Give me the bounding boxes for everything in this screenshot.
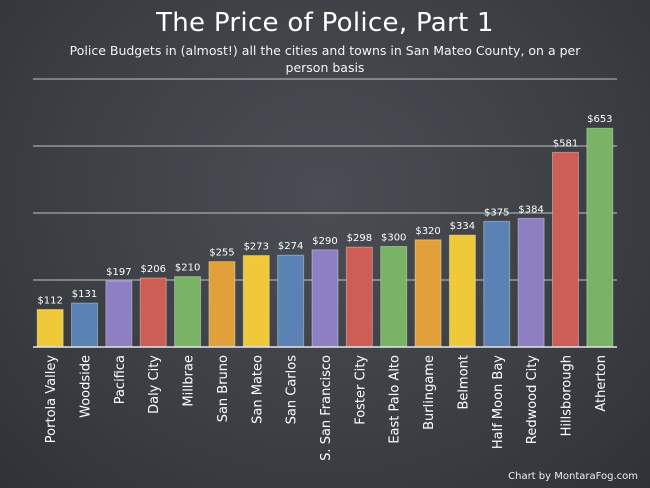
category-label: San Carlos — [285, 355, 300, 425]
bar — [71, 302, 99, 348]
chart-subtitle: Police Budgets in (almost!) all the citi… — [69, 43, 581, 75]
category-label: Belmont — [456, 355, 471, 409]
data-label: $210 — [175, 263, 200, 274]
bar — [551, 151, 579, 348]
bar — [311, 249, 339, 348]
category-label: Atherton — [594, 355, 609, 412]
data-label: $273 — [244, 242, 269, 253]
bar — [277, 254, 305, 348]
category-label: Half Moon Bay — [491, 355, 506, 449]
category-label: Hillsborough — [559, 355, 574, 436]
category-label: Foster City — [353, 355, 368, 425]
category-label: Woodside — [79, 355, 94, 418]
data-label: $300 — [381, 233, 406, 244]
category-label: San Mateo — [250, 355, 265, 424]
data-label: $375 — [484, 207, 509, 218]
data-label: $206 — [141, 264, 166, 275]
data-label: $131 — [72, 289, 97, 300]
category-label: Pacifica — [113, 355, 128, 404]
bar — [105, 280, 133, 348]
category-label: East Palo Alto — [388, 355, 403, 444]
category-label: Redwood City — [525, 355, 540, 444]
data-label: $274 — [278, 241, 303, 252]
bar — [380, 246, 408, 348]
chart-title: The Price of Police, Part 1 — [156, 8, 494, 38]
data-label: $384 — [518, 204, 543, 215]
data-label: $112 — [37, 295, 62, 306]
category-label: Daly City — [147, 355, 162, 414]
data-label: $320 — [415, 226, 440, 237]
bar — [517, 217, 545, 348]
bar — [36, 308, 64, 348]
bar — [174, 276, 202, 348]
data-label: $334 — [450, 221, 475, 232]
bar — [242, 255, 270, 348]
category-label: Burlingame — [422, 355, 437, 430]
data-label: $197 — [106, 267, 131, 278]
category-label: Millbrae — [182, 355, 197, 407]
bar — [139, 277, 167, 348]
category-label: S. San Francisco — [319, 355, 334, 461]
bar — [448, 234, 476, 348]
bar — [208, 261, 236, 348]
bar — [345, 246, 373, 348]
bar — [414, 239, 442, 348]
data-label: $581 — [553, 138, 578, 149]
chart-credit: Chart by MontaraFog.com — [508, 471, 638, 482]
data-label: $290 — [312, 236, 337, 247]
bar — [586, 127, 614, 348]
bar — [483, 220, 511, 348]
category-label: Portola Valley — [44, 355, 59, 444]
category-label: San Bruno — [216, 355, 231, 422]
data-label: $298 — [347, 233, 372, 244]
data-label: $653 — [587, 114, 612, 125]
data-label: $255 — [209, 248, 234, 259]
